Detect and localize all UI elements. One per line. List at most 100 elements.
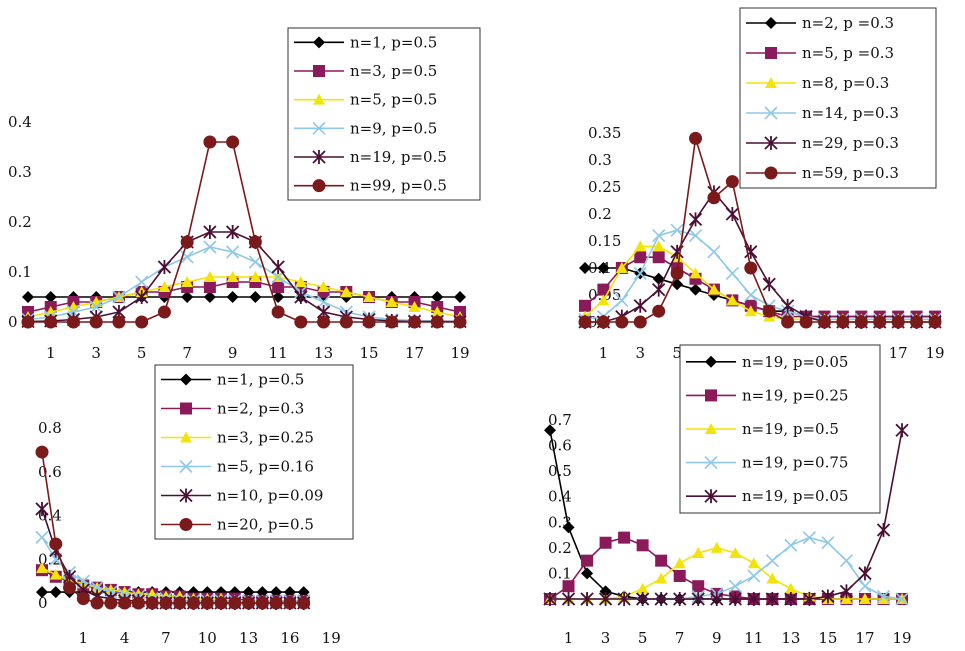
data-point — [226, 245, 240, 259]
data-point — [633, 298, 647, 313]
data-point — [63, 581, 77, 595]
data-point — [173, 596, 187, 610]
x-tick-label: 1 — [564, 629, 574, 647]
data-point — [294, 290, 308, 304]
series-6 — [21, 135, 467, 329]
legend-marker — [764, 106, 778, 120]
data-point — [225, 225, 240, 239]
x-tick-label: 5 — [672, 344, 682, 362]
legend: n=1, p=0.5 n=3, p=0.5 n=5, p=0.5 n=9, p=0.5… — [287, 27, 481, 201]
x-tick-label: 19 — [322, 629, 341, 647]
data-point — [615, 293, 629, 307]
x-tick-label: 7 — [675, 629, 685, 647]
legend-label: n=3, p=0.5 — [350, 62, 437, 80]
legend-label: n=59, p=0.3 — [802, 164, 899, 182]
data-point — [839, 554, 854, 568]
data-point — [104, 596, 118, 610]
legend-marker — [313, 93, 325, 105]
legend-marker — [765, 77, 777, 88]
x-tick-label: 9 — [712, 629, 722, 647]
data-point — [744, 305, 757, 317]
data-point — [634, 251, 647, 264]
panel-4: 00.10.20.30.40.50.60.7135791113151719n=1… — [543, 344, 912, 647]
legend-marker — [312, 179, 326, 193]
data-point — [633, 266, 647, 280]
legend-label: n=19, p=0.05 — [742, 487, 848, 505]
data-point — [747, 569, 761, 583]
series-6 — [578, 131, 942, 329]
legend-entry: n=19, p=0.25 — [686, 386, 848, 404]
data-point — [636, 592, 650, 606]
data-point — [876, 522, 891, 537]
series-6 — [35, 445, 311, 610]
data-point — [802, 592, 817, 606]
data-point — [655, 572, 668, 584]
data-point — [283, 596, 297, 610]
legend-label: n=19, p=0.5 — [350, 148, 447, 166]
legend-entry: n=1, p=0.5 — [294, 33, 437, 51]
data-point — [725, 207, 740, 221]
data-point — [249, 291, 262, 303]
data-point — [728, 592, 742, 606]
y-tick-label: 0.7 — [548, 411, 572, 429]
data-point — [617, 592, 631, 606]
data-point — [49, 568, 62, 580]
data-point — [725, 175, 739, 189]
data-point — [599, 536, 612, 549]
data-point — [747, 557, 760, 569]
data-point — [77, 577, 90, 589]
data-point — [203, 271, 216, 282]
data-point — [248, 235, 262, 249]
data-point — [876, 589, 891, 604]
x-tick-label: 17 — [855, 629, 874, 647]
y-axis-labels: 00.050.10.150.20.250.30.35 — [588, 124, 621, 331]
panel-1: 00.10.20.30.41 3 5 7 9 11 13 15 17 19n=1, p=0.5n=… — [8, 27, 481, 362]
legend-label: n=10, p=0.09 — [217, 487, 323, 505]
data-point — [145, 596, 159, 610]
data-point — [877, 593, 890, 604]
data-point — [112, 290, 126, 304]
legend: n=19, p=0.05 n=19, p=0.25 n=19, p=0.5 n=19,… — [679, 344, 881, 514]
legend-label: n=8, p=0.3 — [802, 74, 889, 92]
data-point — [858, 579, 872, 593]
data-point — [636, 539, 649, 552]
data-point — [670, 223, 684, 237]
data-point — [135, 275, 149, 289]
data-point — [596, 315, 610, 329]
data-point — [765, 592, 779, 606]
data-point — [579, 262, 591, 274]
data-point — [226, 271, 239, 282]
legend-marker — [180, 373, 192, 386]
data-point — [858, 566, 872, 581]
data-point — [634, 240, 647, 252]
data-point — [255, 596, 269, 610]
data-point — [688, 229, 703, 243]
data-point — [802, 531, 816, 545]
y-tick-label: 0.35 — [588, 124, 621, 142]
data-point — [784, 582, 797, 594]
data-point — [562, 521, 575, 534]
data-point — [543, 592, 557, 606]
data-point — [35, 530, 49, 544]
legend-label: n=3, p=0.25 — [217, 429, 314, 447]
y-tick-label: 0 — [38, 594, 48, 612]
x-tick-label: 4 — [120, 629, 130, 647]
legend-entry: n=3, p=0.5 — [294, 62, 437, 80]
data-point — [339, 315, 353, 329]
x-tick-label: 9 — [228, 344, 238, 362]
y-tick-label: 0.2 — [588, 205, 612, 223]
x-tick-label: 13 — [314, 344, 333, 362]
legend-entry: n=19, p=0.5 — [294, 148, 447, 166]
data-point — [242, 596, 256, 610]
data-point — [135, 290, 149, 304]
data-point — [214, 596, 228, 610]
data-point — [895, 592, 909, 606]
data-point — [271, 305, 285, 319]
data-point — [689, 131, 703, 145]
legend-marker — [765, 17, 777, 29]
data-point — [203, 240, 217, 254]
data-point — [744, 261, 758, 275]
data-point — [615, 262, 628, 273]
series-line — [550, 430, 903, 600]
